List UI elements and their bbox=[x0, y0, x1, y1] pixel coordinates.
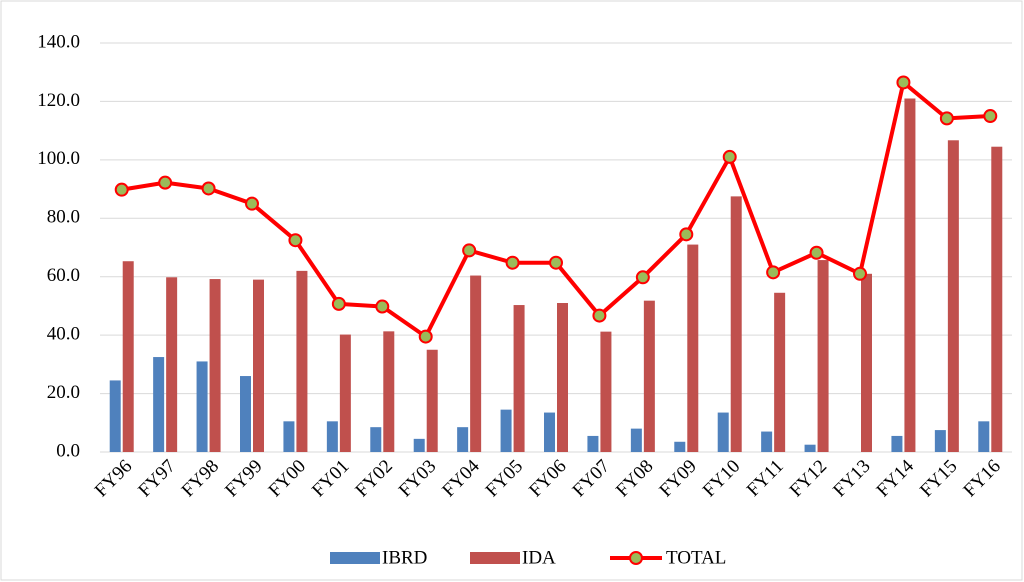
bar bbox=[283, 421, 295, 452]
line-marker bbox=[549, 255, 563, 270]
bar bbox=[457, 427, 469, 452]
y-tick-label: 100.0 bbox=[37, 148, 80, 169]
bar bbox=[544, 412, 555, 452]
legend-label: IBRD bbox=[382, 547, 427, 568]
y-tick-label: 120.0 bbox=[37, 90, 80, 111]
bar bbox=[196, 361, 208, 452]
line-marker bbox=[635, 270, 650, 285]
line-marker bbox=[375, 299, 390, 314]
line-marker bbox=[158, 175, 173, 190]
bar bbox=[413, 438, 425, 452]
bar bbox=[630, 428, 642, 452]
bar bbox=[326, 421, 338, 452]
line-marker bbox=[983, 109, 998, 124]
bar bbox=[109, 380, 121, 452]
bar bbox=[804, 444, 816, 452]
line-marker bbox=[201, 181, 216, 196]
bar bbox=[761, 431, 773, 452]
bar bbox=[891, 435, 903, 452]
bar bbox=[991, 146, 1003, 453]
line-marker bbox=[114, 182, 129, 197]
legend-label: TOTAL bbox=[666, 547, 726, 568]
bar bbox=[947, 140, 959, 452]
bar bbox=[674, 441, 686, 452]
y-tick-label: 140.0 bbox=[37, 31, 80, 52]
bar bbox=[730, 196, 742, 452]
bar bbox=[643, 300, 655, 452]
line-marker bbox=[331, 296, 346, 311]
bar bbox=[296, 270, 308, 452]
y-tick-label: 80.0 bbox=[47, 207, 80, 228]
bar bbox=[600, 331, 612, 452]
line-marker bbox=[245, 196, 259, 211]
line-marker bbox=[462, 243, 477, 258]
bar bbox=[904, 98, 916, 452]
line-marker bbox=[288, 233, 303, 248]
bar bbox=[339, 334, 351, 452]
bar bbox=[817, 260, 829, 452]
legend-marker bbox=[629, 551, 643, 565]
bar bbox=[470, 275, 482, 452]
bar bbox=[587, 435, 599, 452]
bar bbox=[861, 273, 872, 452]
legend-swatch bbox=[330, 552, 380, 564]
bar bbox=[934, 430, 946, 452]
line-marker bbox=[679, 227, 694, 242]
line-marker bbox=[505, 255, 520, 270]
bar bbox=[978, 421, 990, 452]
bar bbox=[500, 409, 512, 452]
line-marker bbox=[418, 329, 433, 344]
bar bbox=[557, 303, 568, 452]
bar bbox=[122, 261, 134, 452]
legend-swatch bbox=[470, 552, 520, 564]
bar bbox=[774, 292, 786, 452]
bar bbox=[513, 305, 525, 452]
line-marker bbox=[592, 308, 607, 323]
y-tick-label: 60.0 bbox=[47, 265, 80, 286]
bar bbox=[209, 279, 221, 452]
bar bbox=[166, 277, 178, 452]
line-marker bbox=[722, 149, 737, 164]
bar bbox=[383, 331, 395, 452]
line-marker bbox=[766, 265, 781, 280]
y-tick-label: 20.0 bbox=[47, 382, 80, 403]
bar bbox=[687, 244, 699, 452]
bar bbox=[717, 412, 729, 452]
line-marker bbox=[939, 111, 954, 126]
y-tick-label: 0.0 bbox=[56, 440, 80, 461]
line-marker bbox=[853, 266, 867, 281]
y-tick-label: 40.0 bbox=[47, 324, 80, 345]
line-marker bbox=[809, 245, 824, 260]
bar bbox=[240, 376, 251, 452]
legend-label: IDA bbox=[522, 547, 556, 568]
line-marker bbox=[896, 75, 911, 90]
bar bbox=[253, 279, 264, 452]
bar bbox=[426, 349, 438, 452]
bar bbox=[153, 357, 165, 452]
bar bbox=[370, 427, 382, 452]
